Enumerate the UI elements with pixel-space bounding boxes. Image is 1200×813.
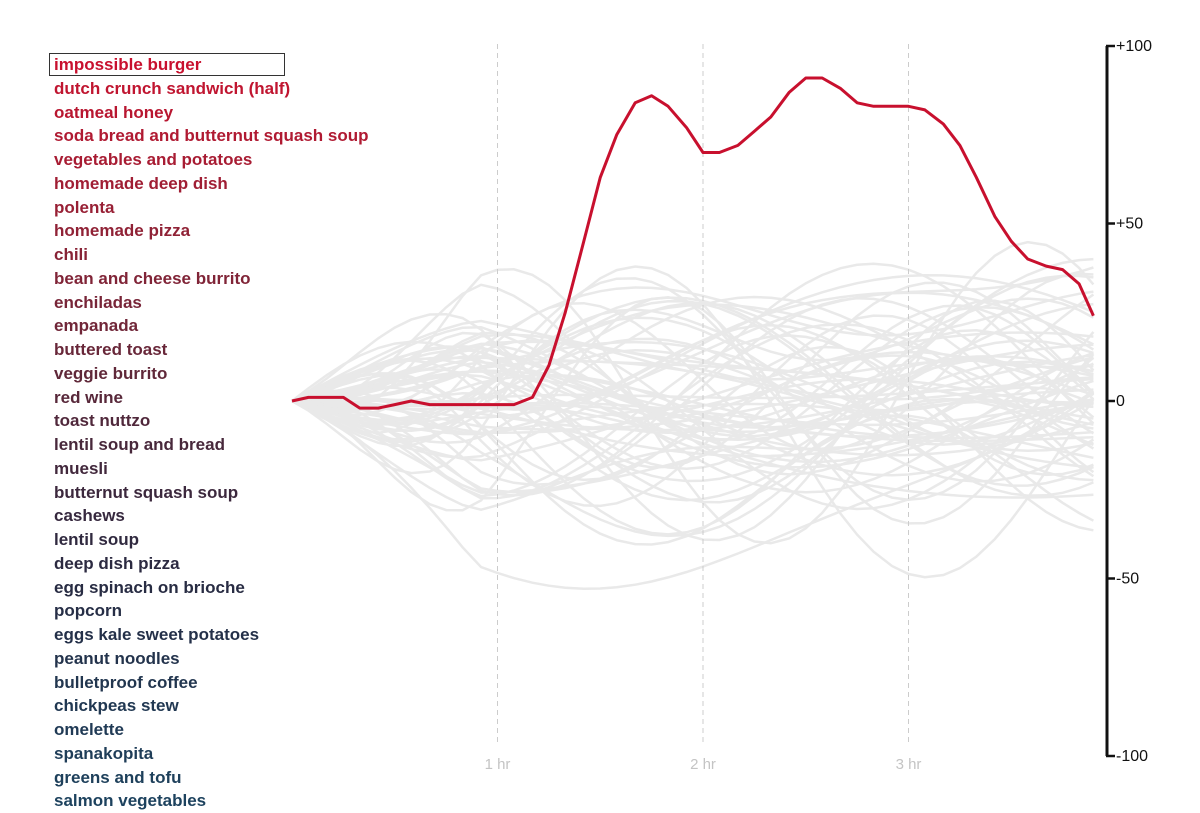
food-list-item[interactable]: lentil soup: [54, 530, 139, 549]
food-list-item[interactable]: empanada: [54, 316, 139, 336]
y-tick-label: +50: [1116, 216, 1143, 233]
food-list-item[interactable]: egg spinach on brioche: [54, 577, 245, 597]
background-series-line: [291, 265, 1095, 579]
background-series-line: [291, 293, 1095, 511]
y-tick-label: -50: [1116, 571, 1139, 588]
highlight-series-line: [291, 76, 1095, 410]
background-series-line: [291, 339, 1095, 511]
food-list-item[interactable]: veggie burrito: [54, 363, 168, 383]
background-series-line: [291, 319, 1094, 426]
food-list-item[interactable]: impossible burger: [54, 55, 202, 74]
food-list-item[interactable]: buttered toast: [54, 340, 168, 359]
background-series-line: [291, 272, 1094, 452]
food-list-item[interactable]: red wine: [54, 387, 123, 407]
food-list-item[interactable]: toast nuttzo: [54, 411, 151, 431]
background-series-line: [291, 349, 1094, 441]
glucose-chart: 1 hr 2 hr 3 hr +100 +50 0 -50 -100: [291, 38, 1152, 773]
background-series-line: [291, 369, 1094, 440]
food-list-item[interactable]: deep dish pizza: [54, 553, 180, 573]
x-tick-label: 2 hr: [690, 756, 716, 773]
background-series-line: [291, 299, 1095, 542]
background-series-line: [291, 356, 1095, 504]
background-series-line: [291, 360, 1094, 441]
food-list-item[interactable]: chickpeas stew: [54, 696, 179, 716]
background-series-line: [291, 257, 1094, 483]
food-list-item[interactable]: oatmeal honey: [54, 102, 174, 122]
background-series-line: [291, 296, 1095, 525]
background-series-line: [291, 277, 1095, 502]
background-series-line: [291, 355, 1094, 435]
background-series-line: [291, 281, 1095, 469]
food-list-item[interactable]: butternut squash soup: [54, 482, 239, 502]
background-series-line: [291, 331, 1094, 476]
food-list-item[interactable]: omelette: [54, 720, 124, 739]
selected-item-box: [49, 53, 285, 76]
y-axis: +100 +50 0 -50 -100: [1105, 38, 1152, 765]
food-list-item[interactable]: enchiladas: [54, 292, 142, 312]
food-list-item[interactable]: lentil soup and bread: [54, 435, 225, 454]
food-list-item[interactable]: chili: [54, 245, 89, 264]
background-series-line: [291, 343, 1094, 431]
background-series-line: [291, 262, 1095, 497]
food-list-item[interactable]: greens and tofu: [54, 767, 182, 787]
food-list: impossible burger dutch crunch sandwich (…: [54, 53, 369, 813]
food-list-item[interactable]: polenta: [54, 197, 115, 217]
food-list-item[interactable]: popcorn: [54, 601, 122, 621]
food-list-item[interactable]: peanut noodles: [54, 648, 180, 668]
food-list-item[interactable]: vegetables and potatoes: [54, 150, 253, 169]
food-list-item[interactable]: homemade deep dish: [54, 173, 228, 193]
background-series-line: [291, 399, 1095, 590]
background-series-line: [291, 340, 1094, 403]
background-series-line: [291, 325, 1094, 463]
food-list-item[interactable]: spanakopita: [54, 743, 154, 763]
x-tick-label: 3 hr: [896, 756, 922, 773]
background-series-line: [291, 347, 1094, 494]
background-series-group: [291, 240, 1095, 590]
food-list-item[interactable]: eggs kale sweet potatoes: [54, 625, 260, 644]
background-series-line: [291, 306, 1095, 471]
background-series-line: [291, 322, 1095, 500]
food-list-item[interactable]: cashews: [54, 506, 125, 526]
x-tick-label: 1 hr: [485, 756, 511, 773]
food-list-item[interactable]: bean and cheese burrito: [54, 268, 251, 288]
x-gridlines: [497, 44, 909, 746]
y-tick-label: +100: [1116, 38, 1152, 55]
y-tick-label: -100: [1116, 748, 1148, 765]
food-list-item[interactable]: bulletproof coffee: [54, 672, 198, 692]
food-list-item[interactable]: dutch crunch sandwich (half): [54, 78, 291, 98]
food-list-item[interactable]: homemade pizza: [54, 221, 191, 241]
background-series-line: [291, 323, 1094, 477]
food-list-item[interactable]: soda bread and butternut squash soup: [54, 126, 369, 146]
y-tick-label: 0: [1116, 393, 1125, 410]
food-list-item[interactable]: muesli: [54, 458, 108, 478]
x-tick-labels: 1 hr 2 hr 3 hr: [485, 756, 922, 773]
